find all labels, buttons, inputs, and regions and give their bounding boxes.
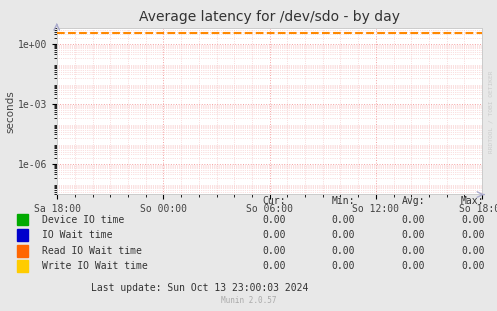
Text: Device IO time: Device IO time: [42, 215, 124, 225]
Text: 0.00: 0.00: [332, 261, 355, 271]
Text: Cur:: Cur:: [262, 196, 286, 206]
Text: 0.00: 0.00: [332, 230, 355, 240]
Text: Last update: Sun Oct 13 23:00:03 2024: Last update: Sun Oct 13 23:00:03 2024: [91, 283, 308, 293]
Text: 0.00: 0.00: [461, 246, 485, 256]
Text: 0.00: 0.00: [461, 215, 485, 225]
Text: 0.00: 0.00: [262, 230, 286, 240]
Text: 0.00: 0.00: [461, 230, 485, 240]
Text: 0.00: 0.00: [402, 261, 425, 271]
Text: Write IO Wait time: Write IO Wait time: [42, 261, 148, 271]
Text: 0.00: 0.00: [262, 261, 286, 271]
Text: Read IO Wait time: Read IO Wait time: [42, 246, 142, 256]
Text: Munin 2.0.57: Munin 2.0.57: [221, 296, 276, 305]
Text: 0.00: 0.00: [461, 261, 485, 271]
Text: IO Wait time: IO Wait time: [42, 230, 113, 240]
Title: Average latency for /dev/sdo - by day: Average latency for /dev/sdo - by day: [139, 10, 400, 24]
Y-axis label: seconds: seconds: [5, 90, 15, 132]
Text: 0.00: 0.00: [402, 246, 425, 256]
Text: Avg:: Avg:: [402, 196, 425, 206]
Text: 0.00: 0.00: [262, 215, 286, 225]
Text: Max:: Max:: [461, 196, 485, 206]
Text: 0.00: 0.00: [402, 215, 425, 225]
Text: 0.00: 0.00: [262, 246, 286, 256]
Text: RRDTOOL / TOBI OETIKER: RRDTOOL / TOBI OETIKER: [489, 71, 494, 153]
Text: 0.00: 0.00: [332, 215, 355, 225]
Text: 0.00: 0.00: [402, 230, 425, 240]
Text: 0.00: 0.00: [332, 246, 355, 256]
Text: Min:: Min:: [332, 196, 355, 206]
